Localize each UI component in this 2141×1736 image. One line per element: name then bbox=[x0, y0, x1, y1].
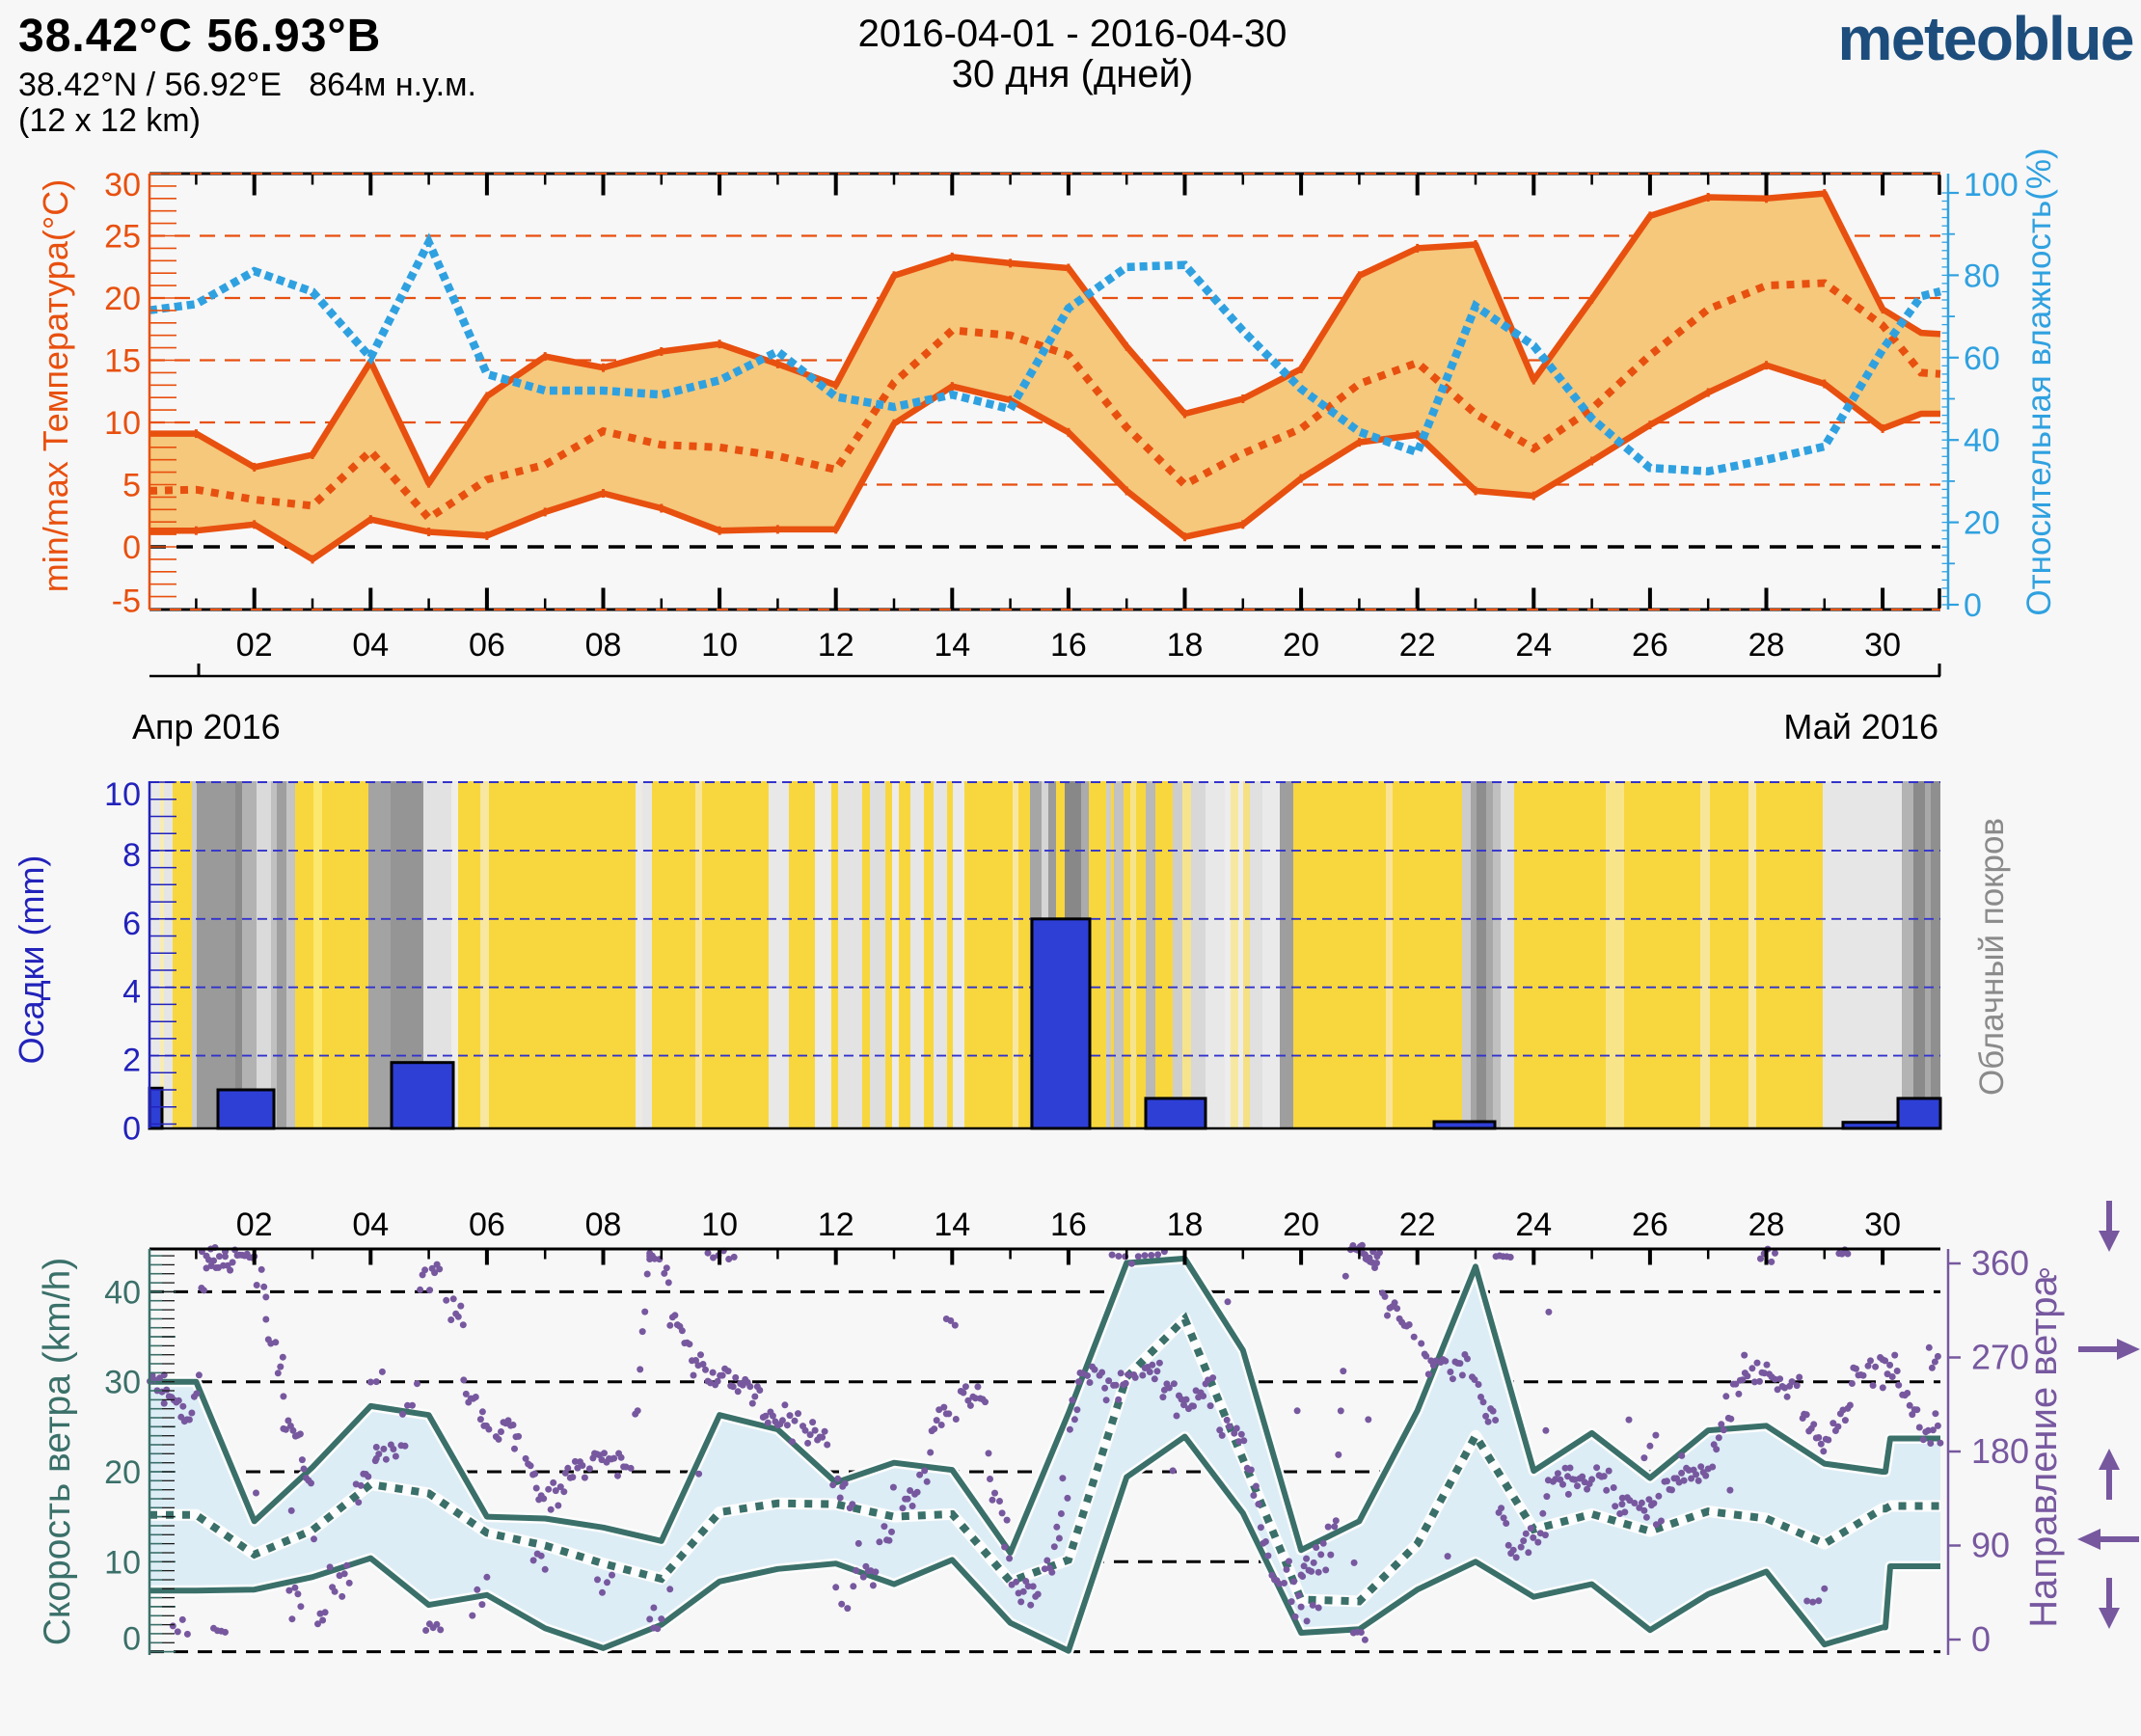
svg-text:30: 30 bbox=[1864, 627, 1901, 664]
svg-text:40: 40 bbox=[1964, 422, 2000, 459]
svg-text:12: 12 bbox=[818, 627, 854, 664]
svg-text:270: 270 bbox=[1971, 1338, 2029, 1377]
svg-text:30: 30 bbox=[104, 1365, 141, 1401]
svg-text:26: 26 bbox=[1632, 627, 1668, 664]
svg-text:8: 8 bbox=[122, 837, 141, 874]
svg-text:0: 0 bbox=[1971, 1619, 1991, 1659]
svg-text:04: 04 bbox=[352, 627, 389, 664]
svg-text:24: 24 bbox=[1515, 627, 1552, 664]
svg-text:10: 10 bbox=[701, 1207, 738, 1243]
svg-text:Относительная влажность(%): Относительная влажность(%) bbox=[2020, 148, 2058, 615]
svg-text:30: 30 bbox=[1864, 1207, 1901, 1243]
svg-text:20: 20 bbox=[1283, 627, 1319, 664]
svg-text:40: 40 bbox=[104, 1274, 141, 1311]
svg-text:18: 18 bbox=[1167, 627, 1204, 664]
svg-text:14: 14 bbox=[934, 1207, 970, 1243]
svg-text:5: 5 bbox=[122, 468, 141, 504]
svg-text:10: 10 bbox=[104, 405, 141, 442]
svg-text:0: 0 bbox=[1964, 587, 1982, 624]
svg-text:0: 0 bbox=[122, 1621, 141, 1658]
svg-text:16: 16 bbox=[1050, 627, 1087, 664]
svg-text:25: 25 bbox=[104, 219, 141, 256]
svg-text:02: 02 bbox=[236, 627, 273, 664]
svg-text:24: 24 bbox=[1515, 1207, 1552, 1243]
svg-text:(12 x 12 km): (12 x 12 km) bbox=[18, 102, 201, 139]
svg-text:0: 0 bbox=[122, 1111, 141, 1148]
svg-text:20: 20 bbox=[1964, 505, 2000, 542]
svg-text:360: 360 bbox=[1971, 1243, 2029, 1283]
svg-text:38.42°C 56.93°B: 38.42°C 56.93°B bbox=[18, 11, 381, 62]
svg-text:14: 14 bbox=[934, 627, 970, 664]
svg-text:180: 180 bbox=[1971, 1431, 2029, 1471]
svg-text:100: 100 bbox=[1964, 167, 2019, 203]
svg-text:Скорость ветра (km/h): Скорость ветра (km/h) bbox=[37, 1258, 78, 1646]
svg-text:30: 30 bbox=[104, 167, 141, 203]
svg-text:16: 16 bbox=[1050, 1207, 1087, 1243]
svg-text:60: 60 bbox=[1964, 340, 2000, 377]
svg-text:Осадки (mm): Осадки (mm) bbox=[12, 855, 51, 1065]
svg-text:28: 28 bbox=[1748, 1207, 1785, 1243]
svg-text:26: 26 bbox=[1632, 1207, 1668, 1243]
svg-text:80: 80 bbox=[1964, 258, 2000, 294]
svg-text:06: 06 bbox=[469, 1207, 505, 1243]
svg-text:10: 10 bbox=[104, 1544, 141, 1581]
svg-text:18: 18 bbox=[1167, 1207, 1204, 1243]
svg-text:04: 04 bbox=[352, 1207, 389, 1243]
svg-text:20: 20 bbox=[104, 1454, 141, 1491]
svg-text:22: 22 bbox=[1399, 1207, 1436, 1243]
svg-text:20: 20 bbox=[104, 281, 141, 317]
svg-text:22: 22 bbox=[1399, 627, 1436, 664]
svg-text:20: 20 bbox=[1283, 1207, 1319, 1243]
svg-text:08: 08 bbox=[585, 1207, 622, 1243]
svg-text:4: 4 bbox=[122, 974, 141, 1011]
svg-text:min/max Температура(°C): min/max Температура(°C) bbox=[36, 179, 75, 592]
svg-text:Апр 2016: Апр 2016 bbox=[132, 707, 281, 746]
svg-text:06: 06 bbox=[469, 627, 505, 664]
svg-text:°: ° bbox=[2038, 1261, 2051, 1300]
svg-text:12: 12 bbox=[818, 1207, 854, 1243]
svg-text:02: 02 bbox=[236, 1207, 273, 1243]
svg-text:30 дня (дней): 30 дня (дней) bbox=[952, 53, 1193, 95]
svg-text:2: 2 bbox=[122, 1043, 141, 1079]
svg-text:90: 90 bbox=[1971, 1526, 2010, 1565]
svg-text:10: 10 bbox=[701, 627, 738, 664]
svg-text:08: 08 bbox=[585, 627, 622, 664]
svg-text:15: 15 bbox=[104, 343, 141, 380]
svg-text:28: 28 bbox=[1748, 627, 1785, 664]
svg-text:0: 0 bbox=[122, 529, 141, 566]
svg-text:Облачный покров: Облачный покров bbox=[1973, 818, 2011, 1096]
svg-text:Май 2016: Май 2016 bbox=[1783, 707, 1938, 746]
svg-text:6: 6 bbox=[122, 906, 141, 942]
svg-text:10: 10 bbox=[104, 776, 141, 813]
svg-text:2016-04-01 - 2016-04-30: 2016-04-01 - 2016-04-30 bbox=[858, 13, 1287, 55]
svg-text:Направление ветра: Направление ветра bbox=[2022, 1274, 2065, 1627]
svg-text:meteoblue: meteoblue bbox=[1837, 4, 2133, 73]
svg-text:-5: -5 bbox=[112, 583, 141, 620]
svg-text:38.42°N / 56.92°E 864м н.у.м: 38.42°N / 56.92°E 864м н.у.м. bbox=[18, 67, 476, 103]
